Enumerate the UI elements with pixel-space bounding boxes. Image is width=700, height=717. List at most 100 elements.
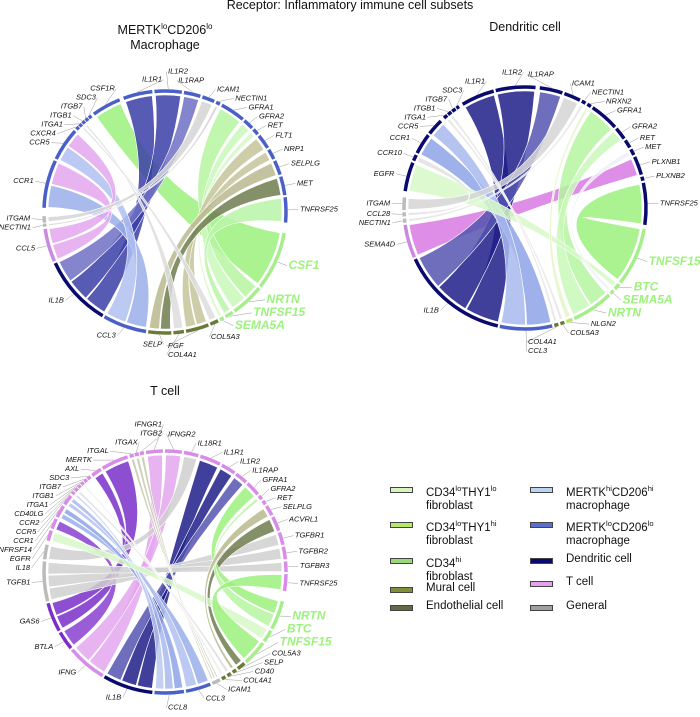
sector-arc-itgb7 (83, 478, 89, 484)
link-tnfsf15-tnfrsf25 (575, 183, 643, 280)
label-leader-line (242, 470, 251, 477)
label-leader-line (166, 694, 170, 708)
sector-label-col4a1: COL4A1 (243, 675, 272, 684)
legend-item: General (530, 600, 607, 613)
sector-arc-il1rap (235, 472, 248, 484)
sector-arc-selp (147, 330, 172, 335)
sector-label-sema5a: SEMA5A (235, 318, 285, 332)
chord-links (47, 454, 283, 690)
sector-label-tnfrsf25: TNFRSF25 (300, 205, 339, 214)
label-leader-line (80, 468, 96, 471)
sector-label-csf1r: CSF1R (90, 84, 115, 93)
link-tnfsf15-tnfrsf25 (211, 574, 283, 659)
sector-label-gfra2: GFRA2 (259, 111, 285, 120)
legend-swatch (530, 605, 553, 611)
label-leader-line (35, 180, 46, 184)
title-text: Macrophage (130, 38, 200, 53)
link-nrtn-gfra1 (557, 110, 612, 306)
chord-diagram-macrophage: IL1R2IL1RAPICAM1NECTIN1GFRA1GFRA2RETFLT1… (0, 66, 339, 358)
label-leader-line (166, 330, 198, 347)
label-leader-line (230, 671, 254, 677)
sector-label-tnfsf15: TNFSF15 (280, 635, 332, 649)
link-selp-met (160, 178, 282, 330)
link-ccl3-ccr1 (420, 137, 552, 326)
sector-arc-sema5a (219, 316, 225, 322)
sector-arc-gfra2 (243, 119, 254, 130)
sector-label-axl: AXL (64, 464, 79, 473)
link-nectin1-nectin1 (408, 104, 584, 222)
label-leader-line (440, 303, 448, 311)
sector-label-gfra2: GFRA2 (270, 484, 296, 493)
sector-label-plxnb2: PLXNB2 (656, 171, 686, 180)
legend-item: Dendritic cell (530, 553, 632, 566)
label-leader-line (35, 510, 59, 541)
sector-label-cd40lg: CD40LG (14, 509, 43, 518)
legend-item: CD34loTHY1hi fibroblast (390, 517, 497, 548)
legend-label: Endothelial cell (426, 600, 504, 612)
sector-label-ccr10: CCR10 (377, 148, 402, 157)
sector-label-nectin1: NECTIN1 (0, 223, 31, 232)
sector-label-csf1: CSF1 (289, 258, 320, 272)
sector-arc-tnfsf15 (224, 310, 234, 319)
title-sup: lo (206, 22, 213, 31)
sector-label-nrxn2: NRXN2 (606, 97, 632, 106)
sector-arc-col4a1 (553, 322, 559, 328)
sector-label-icam1: ICAM1 (217, 84, 240, 93)
sector-arc-ccr1 (55, 505, 65, 518)
sector-arc-ret (252, 128, 260, 136)
link-col4a1-itgb1 (85, 124, 184, 329)
sector-arc-ccl5 (43, 228, 57, 262)
label-leader-line (224, 679, 242, 681)
label-leader-line (198, 690, 205, 699)
sector-label-itgb1: ITGB1 (32, 491, 54, 500)
sector-label-mertk: MERTK (66, 455, 93, 464)
label-leader-line (272, 148, 283, 154)
sector-label-sdc3: SDC3 (49, 473, 70, 482)
legend-swatch (390, 558, 413, 564)
label-leader-line (476, 81, 487, 95)
sector-label-nectin1: NECTIN1 (359, 218, 391, 227)
chord-links (47, 94, 283, 330)
link-tnfsf15-tnfrsf25 (203, 198, 283, 314)
label-leader-line (411, 137, 421, 144)
sector-arc-tnfrsf14 (50, 518, 58, 530)
sector-arc-il1b (103, 675, 153, 695)
link-nlgn2-nrxn2 (549, 107, 589, 319)
sector-arc-pgf (185, 323, 209, 333)
sector-label-gfra1: GFRA1 (617, 106, 642, 115)
label-leader-line (209, 324, 216, 337)
label-leader-line (637, 257, 648, 262)
sector-arc-il1r2 (220, 463, 236, 475)
label-leader-line (55, 481, 82, 497)
label-leader-line (436, 108, 449, 112)
legend-swatch (390, 522, 413, 528)
label-leader-line (526, 74, 552, 89)
sector-arc-tnfsf15 (244, 642, 265, 664)
sector-arc-mertk (101, 455, 129, 470)
sector-label-btla: BTLA (34, 642, 53, 651)
label-leader-line (270, 506, 282, 510)
sector-label-tgfb1: TGFB1 (6, 577, 30, 586)
sector-arc-ccr1 (415, 134, 430, 154)
sector-arc-col4a1 (220, 675, 227, 681)
sector-arc-nectin1 (580, 99, 587, 105)
sector-arc-selp (231, 668, 238, 674)
legend-label: Mural cell (426, 582, 476, 594)
sector-label-ccr1: CCR1 (13, 536, 33, 545)
label-leader-line (166, 71, 169, 90)
sector-label-cxcr4: CXCR4 (30, 129, 55, 138)
label-leader-line (286, 551, 297, 554)
label-leader-line (31, 551, 44, 569)
legend-label: CD34loTHY1lo fibroblast (426, 484, 497, 512)
label-leader-line (605, 110, 616, 116)
sector-label-il1rap: IL1RAP (528, 69, 554, 78)
link-nrtn-gfra2 (213, 498, 275, 627)
sector-label-il18: IL18 (15, 563, 30, 572)
label-leader-line (277, 261, 288, 266)
sector-arc-itga1 (442, 113, 449, 120)
label-leader-line (640, 161, 651, 166)
label-leader-line (229, 461, 239, 468)
sector-label-tnfrsf25: TNFRSF25 (299, 578, 338, 587)
sector-label-ccl5: CCL5 (16, 243, 36, 252)
